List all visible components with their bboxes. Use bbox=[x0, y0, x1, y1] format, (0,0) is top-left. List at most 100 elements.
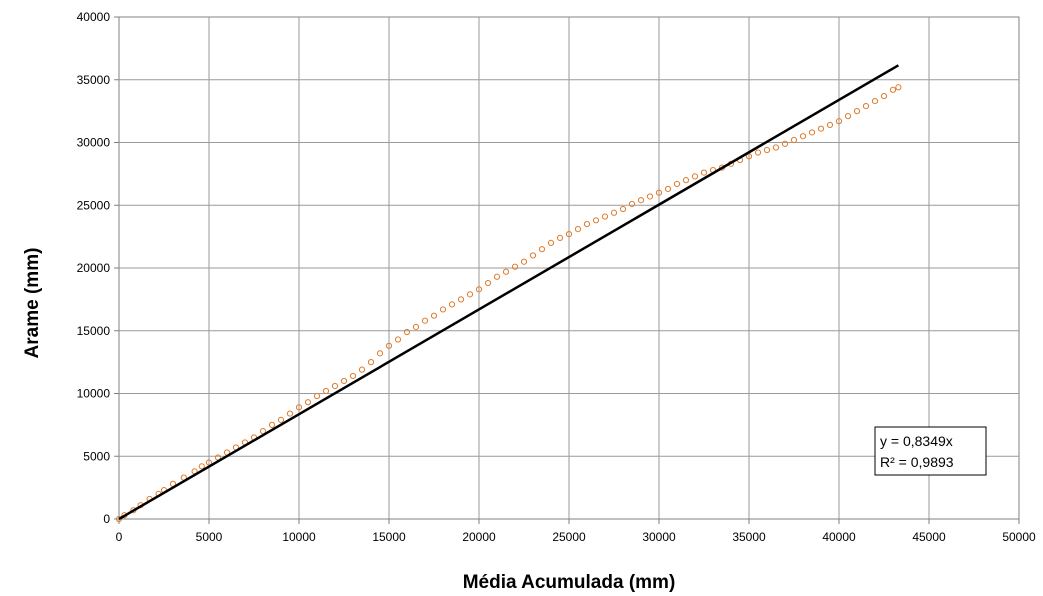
data-point bbox=[430, 312, 438, 319]
data-point bbox=[403, 328, 411, 336]
y-axis-title: Arame (mm) bbox=[22, 248, 43, 359]
data-point bbox=[583, 220, 591, 228]
data-point bbox=[457, 296, 465, 303]
data-point bbox=[340, 377, 348, 385]
data-point bbox=[817, 125, 825, 132]
data-point bbox=[448, 301, 456, 308]
data-point bbox=[637, 197, 645, 204]
y-tick-label: 40000 bbox=[77, 10, 111, 24]
data-point bbox=[205, 459, 213, 466]
data-point bbox=[835, 118, 843, 125]
data-point bbox=[682, 177, 690, 184]
x-tick-label: 5000 bbox=[196, 530, 223, 544]
x-tick-label: 45000 bbox=[912, 530, 946, 544]
data-point bbox=[376, 350, 384, 357]
y-tick-label: 5000 bbox=[83, 449, 110, 463]
data-point bbox=[313, 392, 321, 400]
scatter-points bbox=[115, 84, 902, 523]
x-tick-label: 25000 bbox=[552, 530, 586, 544]
data-point bbox=[394, 336, 402, 343]
data-point bbox=[115, 515, 123, 523]
data-point bbox=[700, 169, 708, 176]
data-point bbox=[358, 366, 366, 373]
data-point bbox=[862, 103, 870, 110]
y-tick-label: 20000 bbox=[77, 261, 111, 275]
data-point bbox=[889, 86, 897, 93]
y-tick-label: 15000 bbox=[77, 324, 111, 338]
data-point bbox=[574, 225, 582, 233]
data-point bbox=[763, 146, 771, 154]
data-point bbox=[277, 416, 285, 423]
x-axis-title: Média Acumulada (mm) bbox=[463, 572, 676, 593]
data-point bbox=[853, 108, 861, 115]
data-point bbox=[421, 317, 429, 324]
data-point bbox=[547, 239, 555, 246]
data-point bbox=[871, 97, 879, 105]
data-point bbox=[880, 92, 888, 100]
y-tick-label: 10000 bbox=[77, 387, 111, 401]
x-tick-label: 30000 bbox=[642, 530, 676, 544]
data-point bbox=[349, 372, 357, 380]
y-tick-label: 30000 bbox=[77, 136, 111, 150]
data-point bbox=[367, 359, 375, 366]
x-tick-label: 20000 bbox=[462, 530, 496, 544]
y-tick-labels: 0 5000 10000 15000 20000 25000 30000 35000 40000 bbox=[77, 10, 119, 526]
x-tick-label: 0 bbox=[116, 530, 123, 544]
data-point bbox=[331, 382, 339, 390]
data-point bbox=[511, 263, 519, 270]
equation-box-frame bbox=[874, 426, 987, 476]
data-point bbox=[304, 399, 312, 406]
data-point bbox=[610, 209, 618, 216]
data-point bbox=[520, 258, 528, 265]
data-point bbox=[538, 246, 546, 253]
data-point bbox=[790, 136, 798, 144]
data-point bbox=[286, 410, 294, 417]
data-point bbox=[673, 180, 681, 188]
data-point bbox=[772, 144, 780, 151]
trendline-r-squared: R² = 0,9893 bbox=[880, 454, 954, 470]
x-tick-label: 35000 bbox=[732, 530, 766, 544]
x-tick-label: 10000 bbox=[282, 530, 316, 544]
y-tick-label: 0 bbox=[103, 512, 110, 526]
data-point bbox=[466, 291, 474, 298]
x-tick-label: 50000 bbox=[1002, 530, 1036, 544]
data-point bbox=[484, 279, 492, 287]
data-point bbox=[385, 342, 393, 349]
data-point bbox=[691, 173, 699, 180]
trendline bbox=[118, 64, 900, 521]
x-tick-labels: 0 5000 10000 15000 20000 25000 30000 35000 40000… bbox=[116, 519, 1036, 544]
data-point bbox=[781, 140, 789, 147]
equation-box: y = 0,8349x R² = 0,9893 bbox=[874, 426, 987, 476]
data-point bbox=[826, 121, 834, 129]
data-point bbox=[754, 149, 762, 156]
data-point bbox=[412, 323, 420, 331]
data-point bbox=[799, 133, 807, 140]
data-point bbox=[439, 306, 447, 313]
data-point bbox=[529, 252, 537, 259]
data-point bbox=[808, 129, 816, 136]
data-point bbox=[601, 213, 609, 220]
data-point bbox=[664, 185, 672, 193]
data-point bbox=[268, 421, 276, 428]
data-point bbox=[493, 273, 501, 280]
data-point bbox=[619, 205, 627, 213]
x-tick-label: 15000 bbox=[372, 530, 406, 544]
data-point bbox=[592, 217, 600, 224]
data-point bbox=[895, 84, 902, 91]
data-point bbox=[628, 200, 636, 208]
x-tick-label: 40000 bbox=[822, 530, 856, 544]
data-point bbox=[655, 189, 663, 196]
data-point bbox=[322, 387, 330, 395]
data-point bbox=[475, 286, 483, 293]
data-point bbox=[295, 404, 303, 411]
gridlines bbox=[119, 17, 1019, 519]
data-point bbox=[646, 193, 654, 200]
data-point bbox=[502, 268, 510, 275]
data-point bbox=[198, 463, 205, 470]
data-point bbox=[565, 231, 573, 238]
data-point bbox=[556, 234, 564, 241]
trendline-equation: y = 0,8349x bbox=[880, 433, 953, 449]
y-tick-label: 25000 bbox=[77, 198, 111, 212]
y-tick-label: 35000 bbox=[77, 73, 111, 87]
